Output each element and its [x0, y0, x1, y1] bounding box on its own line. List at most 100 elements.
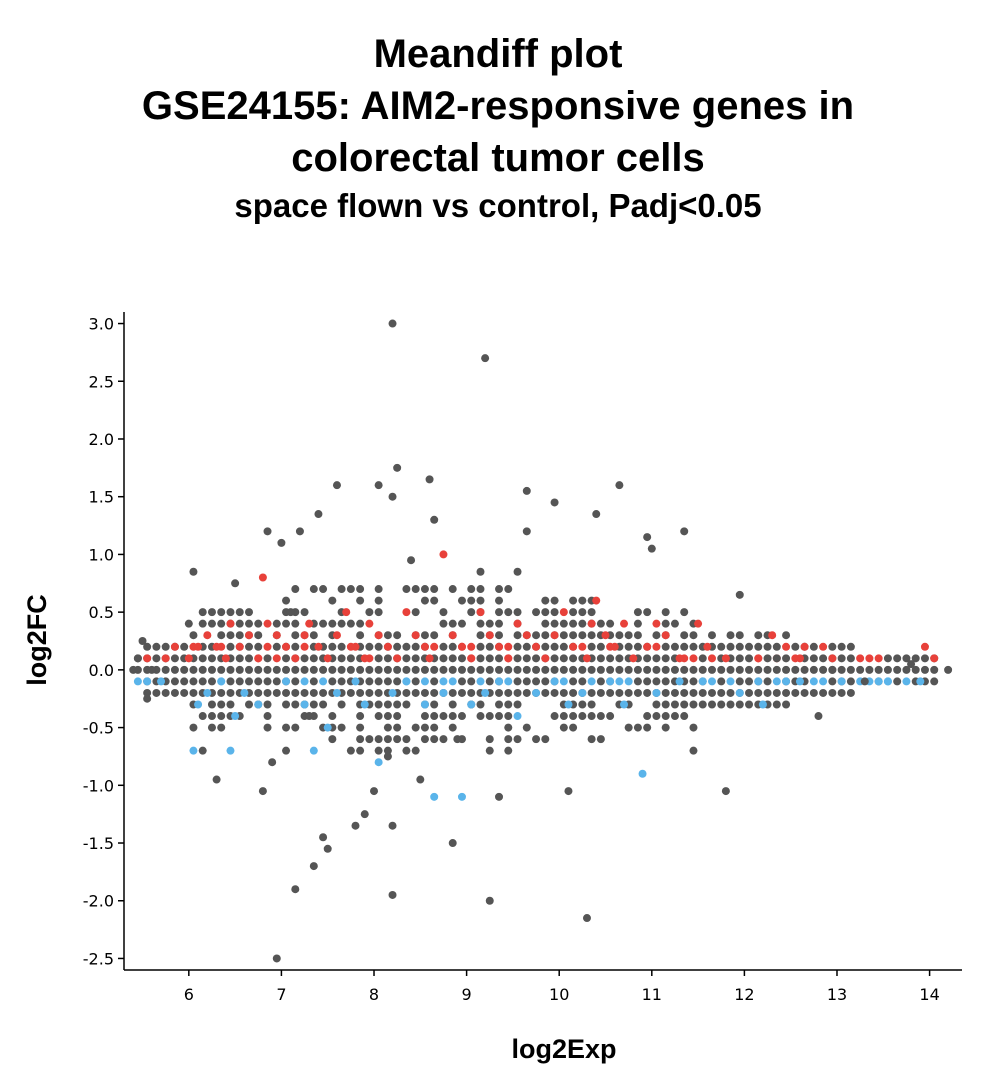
background-point — [365, 688, 374, 697]
background-point — [476, 585, 485, 594]
up-point — [675, 654, 684, 663]
up-point — [300, 631, 309, 640]
background-point — [559, 619, 568, 628]
ns-point — [416, 775, 425, 784]
background-point — [504, 712, 513, 721]
down-point — [189, 746, 198, 755]
background-point — [207, 712, 216, 721]
ns-point — [944, 665, 953, 674]
background-point — [439, 712, 448, 721]
background-point — [374, 677, 383, 686]
background-point — [235, 654, 244, 663]
ns-point — [351, 821, 360, 830]
background-point — [309, 654, 318, 663]
background-point — [670, 688, 679, 697]
background-point — [624, 723, 633, 732]
background-point — [587, 688, 596, 697]
background-point — [643, 654, 652, 663]
background-point — [504, 677, 513, 686]
background-point — [828, 677, 837, 686]
down-point — [578, 688, 587, 697]
down-point — [467, 700, 476, 709]
up-point — [254, 654, 263, 663]
background-point — [272, 619, 281, 628]
background-point — [485, 642, 494, 651]
background-point — [411, 608, 420, 617]
background-point — [430, 688, 439, 697]
background-point — [420, 688, 429, 697]
background-point — [476, 631, 485, 640]
background-point — [374, 642, 383, 651]
background-point — [615, 677, 624, 686]
background-point — [559, 654, 568, 663]
background-point — [254, 665, 263, 674]
ns-point — [309, 862, 318, 871]
background-point — [430, 735, 439, 744]
background-point — [374, 735, 383, 744]
background-point — [420, 665, 429, 674]
background-point — [448, 677, 457, 686]
up-point — [184, 654, 193, 663]
background-point — [865, 654, 874, 663]
background-point — [272, 642, 281, 651]
background-point — [689, 665, 698, 674]
background-point — [356, 585, 365, 594]
background-point — [448, 619, 457, 628]
background-point — [578, 677, 587, 686]
background-point — [143, 688, 152, 697]
up-point — [374, 631, 383, 640]
background-point — [772, 665, 781, 674]
ns-point — [689, 746, 698, 755]
background-point — [411, 642, 420, 651]
chart-title-block: Meandiff plot GSE24155: AIM2-responsive … — [0, 28, 996, 228]
background-point — [809, 654, 818, 663]
background-point — [300, 608, 309, 617]
background-point — [504, 735, 513, 744]
background-point — [226, 677, 235, 686]
background-point — [217, 631, 226, 640]
background-point — [383, 677, 392, 686]
ns-point — [735, 590, 744, 599]
ns-point — [550, 498, 559, 507]
background-point — [624, 688, 633, 697]
up-point — [161, 654, 170, 663]
background-point — [587, 608, 596, 617]
background-point — [217, 665, 226, 674]
background-point — [430, 585, 439, 594]
background-point — [476, 654, 485, 663]
background-point — [420, 596, 429, 605]
up-point — [754, 654, 763, 663]
background-point — [587, 665, 596, 674]
background-point — [457, 654, 466, 663]
up-point — [629, 654, 638, 663]
background-point — [643, 608, 652, 617]
ns-point — [828, 665, 837, 674]
up-point — [513, 619, 522, 628]
background-point — [587, 712, 596, 721]
background-point — [819, 665, 828, 674]
ns-point — [907, 660, 916, 669]
down-point — [698, 677, 707, 686]
background-point — [439, 654, 448, 663]
background-point — [569, 654, 578, 663]
background-point — [735, 642, 744, 651]
background-point — [356, 665, 365, 674]
up-point — [920, 642, 929, 651]
background-point — [735, 677, 744, 686]
background-point — [439, 619, 448, 628]
down-point — [430, 792, 439, 801]
background-point — [467, 585, 476, 594]
background-point — [420, 712, 429, 721]
up-point — [504, 654, 513, 663]
background-point — [763, 677, 772, 686]
background-point — [856, 654, 865, 663]
background-point — [893, 654, 902, 663]
background-point — [226, 608, 235, 617]
background-point — [430, 677, 439, 686]
background-point — [457, 677, 466, 686]
ns-point — [430, 515, 439, 524]
background-point — [559, 723, 568, 732]
background-point — [504, 608, 513, 617]
background-point — [652, 665, 661, 674]
background-point — [439, 608, 448, 617]
